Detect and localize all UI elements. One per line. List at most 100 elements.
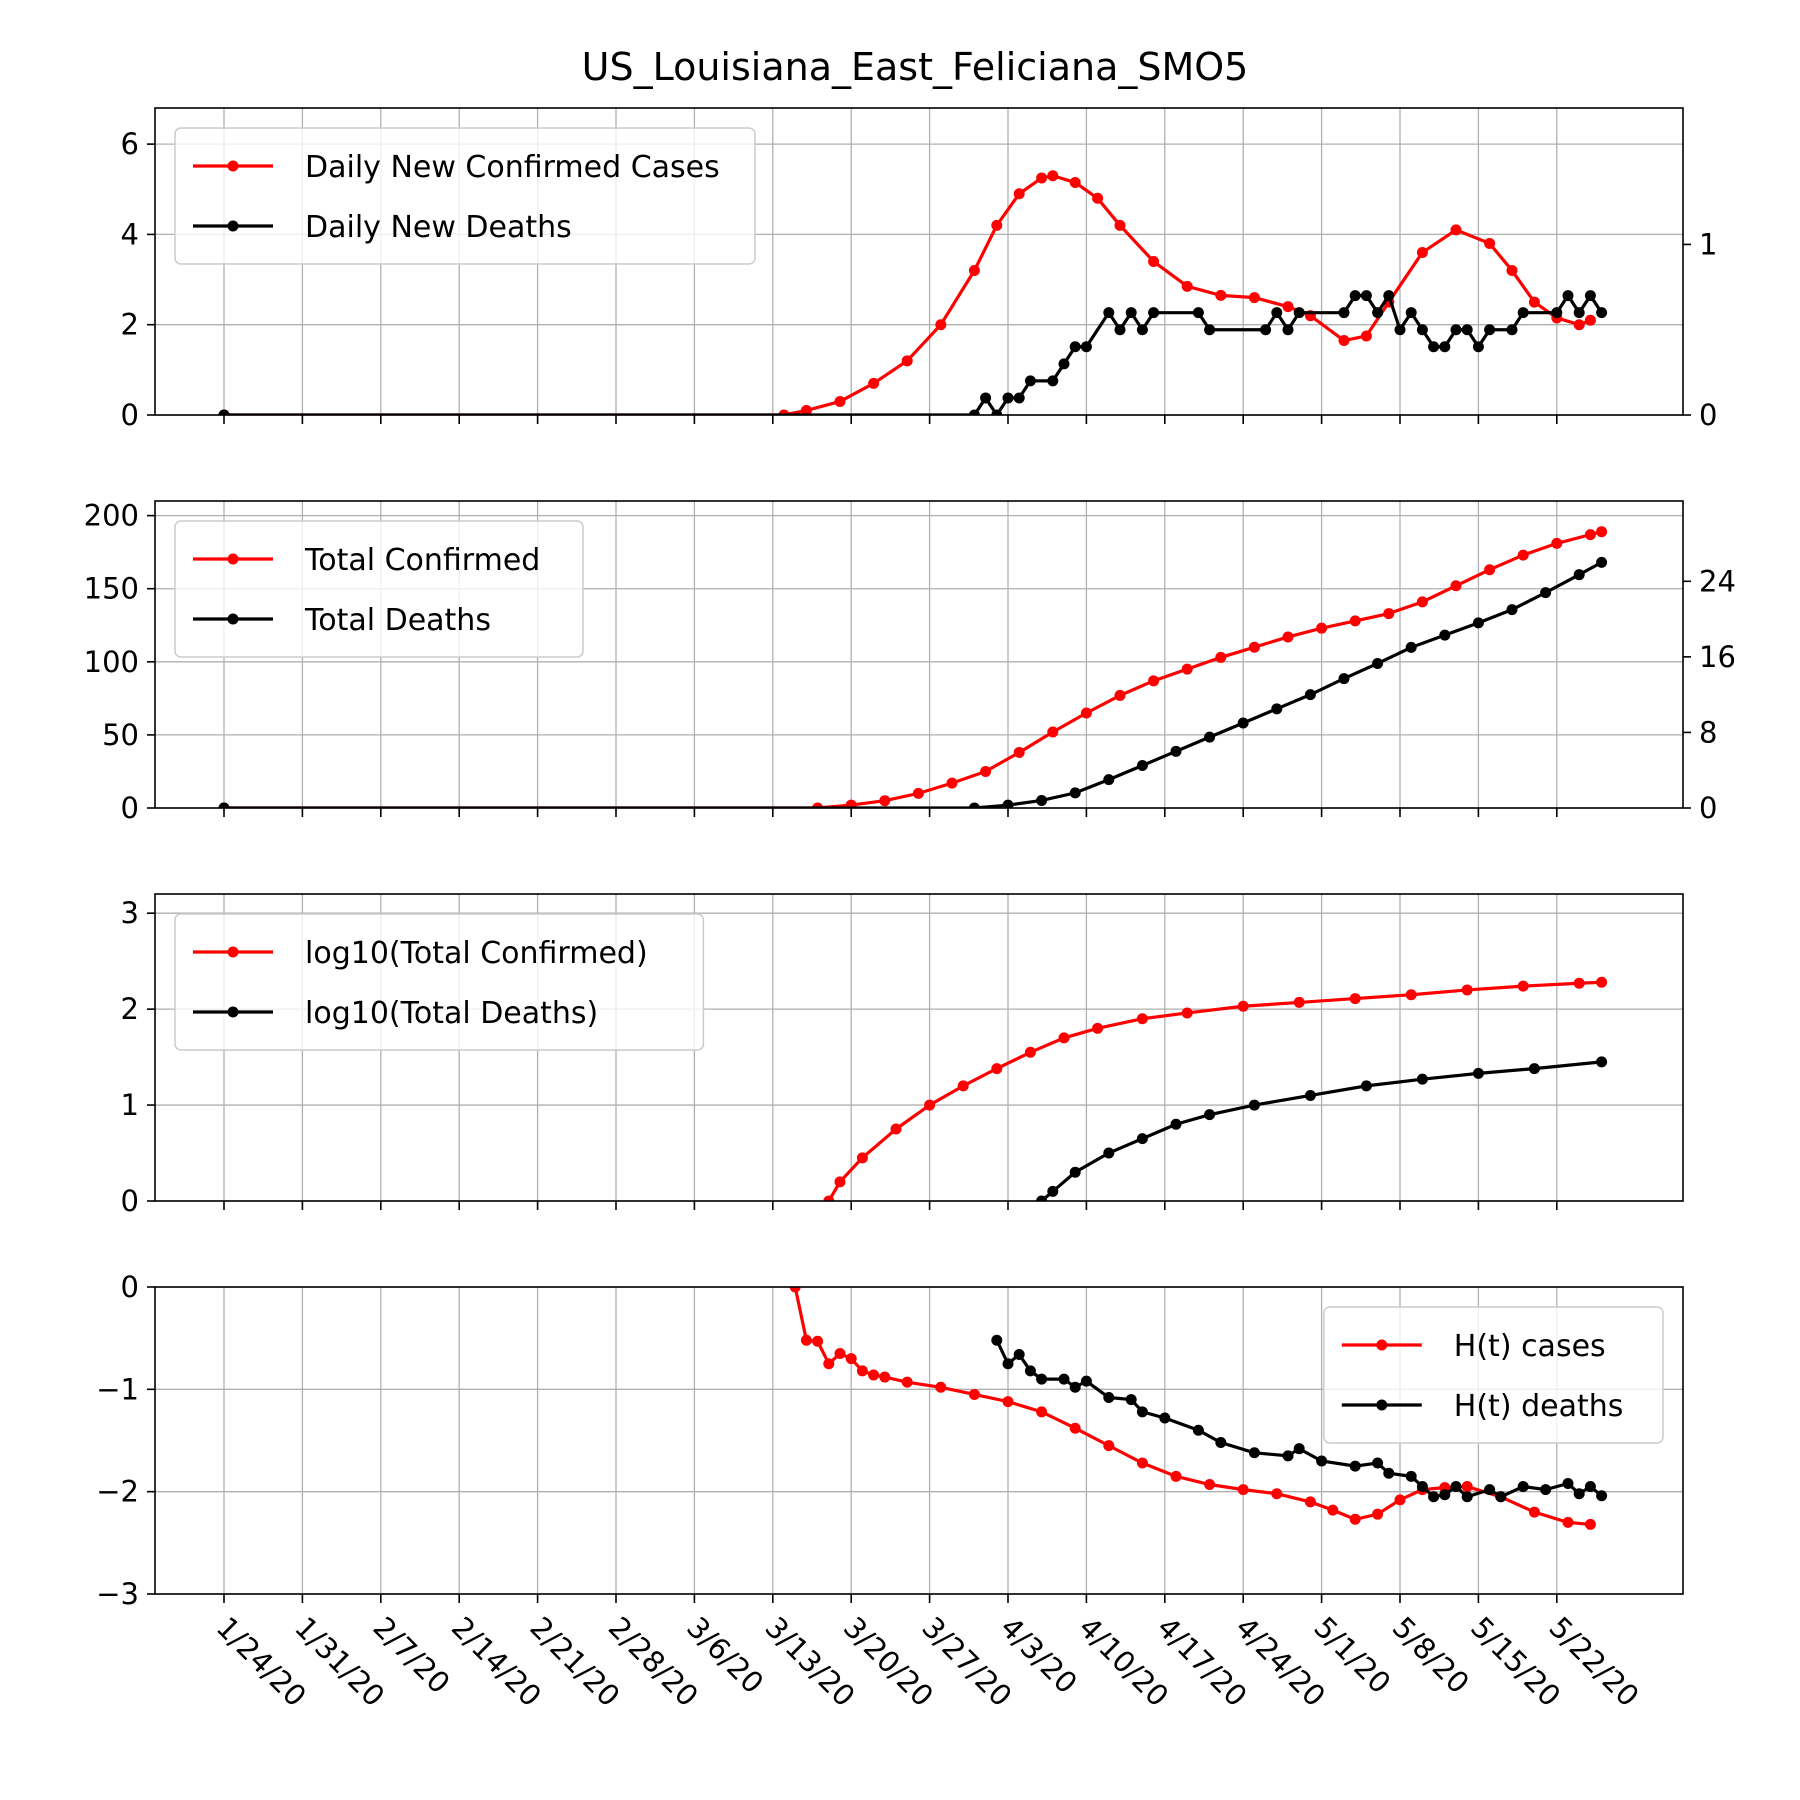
data-point <box>1360 290 1372 302</box>
data-point <box>1293 1443 1305 1455</box>
data-point <box>1282 1450 1294 1462</box>
data-point <box>1316 1455 1328 1467</box>
plot-frame <box>154 1286 1684 1595</box>
data-point <box>935 319 947 331</box>
data-point <box>1271 1488 1283 1500</box>
data-point <box>823 1358 835 1370</box>
series-daily-new-confirmed-cases <box>218 170 1596 415</box>
y-tick-label: 0 <box>121 1184 139 1218</box>
data-point <box>1573 1488 1585 1500</box>
data-point <box>834 395 846 407</box>
data-point <box>1596 1490 1608 1502</box>
data-point <box>1517 1481 1529 1493</box>
data-point <box>935 1381 947 1393</box>
data-point <box>1092 1022 1104 1034</box>
data-point <box>1013 746 1025 758</box>
y2-tick-label: 0 <box>1699 791 1717 825</box>
data-point <box>1036 1195 1048 1201</box>
data-point <box>1596 556 1608 568</box>
data-point <box>1450 580 1462 592</box>
data-point <box>1461 1481 1473 1493</box>
data-point <box>1551 307 1563 319</box>
data-point <box>1293 307 1305 319</box>
data-point <box>1047 1185 1059 1197</box>
data-point <box>856 1365 868 1377</box>
data-point <box>1416 246 1428 258</box>
data-point <box>1338 673 1350 685</box>
x-tick-label: 5/8/20 <box>1386 1610 1476 1700</box>
y2-tick-label: 16 <box>1699 640 1736 674</box>
data-point <box>800 1334 812 1346</box>
data-point <box>1282 301 1294 313</box>
data-point <box>1416 324 1428 336</box>
y-tick-label: 1 <box>121 1088 139 1122</box>
data-point <box>1372 307 1384 319</box>
y-tick-label: 0 <box>121 398 139 432</box>
legend: H(t) cases H(t) deaths <box>1323 1306 1664 1444</box>
legend-label: Daily New Deaths <box>305 210 572 245</box>
panel-4: 0 −1 −2 −3 H(t) cases H(t) deaths <box>96 1270 1684 1611</box>
data-point <box>1282 324 1294 336</box>
series-log10-total-confirmed- <box>823 976 1608 1201</box>
legend-swatch-marker <box>1376 1339 1388 1351</box>
data-point <box>991 1063 1003 1075</box>
data-point <box>901 1376 913 1388</box>
data-point <box>1215 1437 1227 1449</box>
data-point <box>834 1176 846 1188</box>
data-point <box>1439 629 1451 641</box>
legend-label: Total Confirmed <box>304 543 540 578</box>
data-point <box>1484 324 1496 336</box>
data-point <box>1562 1516 1574 1528</box>
data-point <box>879 795 891 807</box>
data-point <box>991 219 1003 231</box>
data-point <box>1013 188 1025 200</box>
data-point <box>1237 1484 1249 1496</box>
data-point <box>1562 290 1574 302</box>
data-point <box>1170 1118 1182 1130</box>
data-point <box>1372 657 1384 669</box>
data-point <box>1383 1467 1395 1479</box>
data-point <box>1405 1470 1417 1482</box>
plot-frame <box>154 893 1684 1202</box>
y-tick-label: −3 <box>96 1577 139 1611</box>
data-point <box>1024 1365 1036 1377</box>
data-point <box>957 1080 969 1092</box>
data-point <box>218 409 230 415</box>
data-point <box>968 409 980 415</box>
data-point <box>1450 324 1462 336</box>
data-point <box>968 1388 980 1400</box>
data-point <box>1204 1479 1216 1491</box>
series-total-confirmed <box>218 526 1608 808</box>
data-point <box>1204 324 1216 336</box>
legend-label: Daily New Confirmed Cases <box>305 150 720 185</box>
data-point <box>968 802 980 808</box>
legend-label: log10(Total Confirmed) <box>305 936 648 971</box>
data-point <box>1562 1477 1574 1489</box>
data-point <box>1293 996 1305 1008</box>
series-line <box>1040 1060 1602 1201</box>
data-point <box>1260 324 1272 336</box>
data-point <box>924 1099 936 1111</box>
series-h-t-cases <box>789 1287 1596 1530</box>
data-point <box>1125 1394 1137 1406</box>
data-point <box>1551 537 1563 549</box>
data-point <box>1405 989 1417 1001</box>
y-tick-label: 150 <box>84 572 139 606</box>
data-point <box>1013 1349 1025 1361</box>
data-point <box>890 1123 902 1135</box>
data-point <box>1349 993 1361 1005</box>
data-point <box>789 1287 801 1293</box>
data-point <box>1461 1491 1473 1503</box>
data-point <box>980 765 992 777</box>
data-point <box>1540 1484 1552 1496</box>
y-tick-label: 0 <box>121 1270 139 1304</box>
data-point <box>1036 1373 1048 1385</box>
data-point <box>1192 1424 1204 1436</box>
data-point <box>1349 1513 1361 1525</box>
data-point <box>1360 330 1372 342</box>
legend-label: H(t) cases <box>1454 1329 1606 1364</box>
data-point <box>912 787 924 799</box>
data-point <box>1058 358 1070 370</box>
data-point <box>1394 1494 1406 1506</box>
data-point <box>1428 341 1440 353</box>
